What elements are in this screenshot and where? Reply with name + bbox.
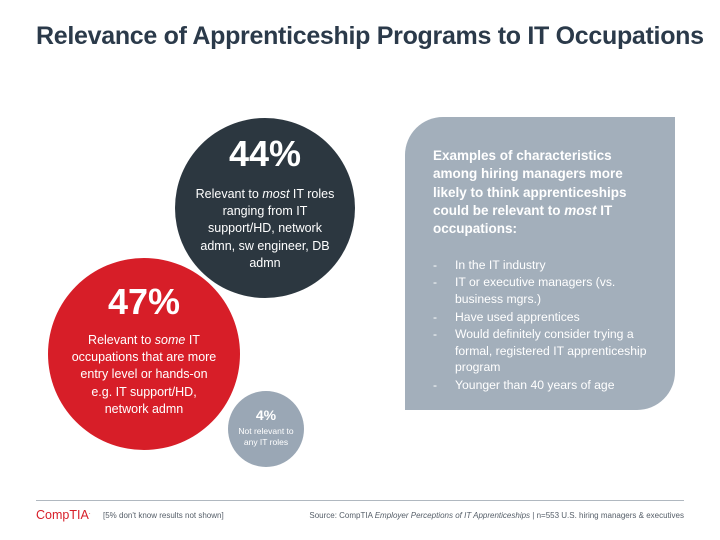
logo-text: CompTIA	[36, 508, 89, 522]
source-title: Employer Perceptions of IT Apprenticeshi…	[374, 511, 531, 520]
panel-heading-pre: Examples of characteristics among hiring…	[433, 148, 627, 219]
not-relevant-circle: 4% Not relevant to any IT roles	[228, 391, 304, 467]
logo-mark: .	[88, 508, 91, 516]
panel-heading: Examples of characteristics among hiring…	[433, 147, 655, 239]
list-item: - Younger than 40 years of age	[433, 377, 655, 394]
list-item-text: Have used apprentices	[455, 309, 580, 324]
bullet-dash: -	[433, 377, 438, 392]
source-note: Source: CompTIA Employer Perceptions of …	[309, 511, 684, 520]
some-desc-emphasis: some	[154, 332, 186, 347]
footer-divider	[36, 500, 684, 501]
characteristics-list: - In the IT industry - IT or executive man…	[433, 257, 655, 394]
some-relevant-description: Relevant to some IT occupations that are…	[70, 332, 218, 418]
most-relevant-percent: 44%	[228, 132, 302, 174]
list-item: - IT or executive managers (vs. business …	[433, 274, 655, 307]
page-title: Relevance of Apprenticeship Programs to …	[36, 22, 704, 50]
list-item-text: Younger than 40 years of age	[455, 377, 615, 392]
most-desc-emphasis: most	[262, 186, 290, 201]
list-item: - Have used apprentices	[433, 309, 655, 326]
panel-heading-post: IT occupations:	[433, 203, 613, 237]
bullet-dash: -	[433, 275, 438, 290]
some-relevant-circle: 47% Relevant to some IT occupations that…	[48, 258, 240, 450]
most-relevant-circle: 44% Relevant to most IT roles ranging fr…	[175, 118, 355, 298]
list-item-text: IT or executive managers (vs. business m…	[455, 275, 616, 306]
footnote: [5% don't know results not shown]	[103, 511, 224, 520]
panel-heading-emphasis: most	[564, 203, 597, 219]
list-item: - In the IT industry	[433, 257, 655, 274]
source-pre: Source: CompTIA	[309, 511, 375, 520]
comptia-logo: CompTIA.	[36, 508, 91, 522]
not-relevant-description: Not relevant to any IT roles	[238, 425, 294, 447]
bullet-dash: -	[433, 257, 438, 272]
not-relevant-percent: 4%	[255, 406, 277, 423]
list-item-text: In the IT industry	[455, 257, 546, 272]
most-desc-post: IT roles ranging from IT support/HD, net…	[200, 186, 335, 270]
some-desc-post: IT occupations that are more entry level…	[71, 332, 217, 416]
some-relevant-percent: 47%	[107, 280, 181, 322]
characteristics-panel: Examples of characteristics among hiring…	[405, 117, 675, 410]
most-desc-pre: Relevant to	[195, 186, 263, 201]
some-desc-pre: Relevant to	[88, 332, 155, 347]
source-post: | n=553 U.S. hiring managers & executive…	[530, 511, 684, 520]
list-item-text: Would definitely consider trying a forma…	[455, 327, 647, 375]
bullet-dash: -	[433, 327, 438, 342]
list-item: - Would definitely consider trying a form…	[433, 326, 655, 376]
bullet-dash: -	[433, 309, 438, 324]
most-relevant-description: Relevant to most IT roles ranging from I…	[195, 186, 335, 272]
